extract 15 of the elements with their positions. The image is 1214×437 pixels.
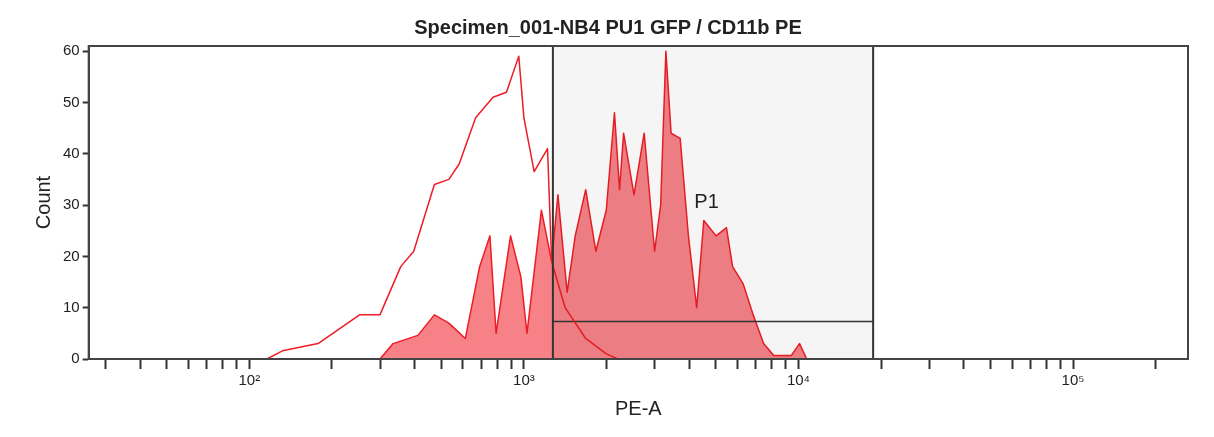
- y-tick-label: 10: [63, 297, 80, 315]
- y-tick-label: 0: [71, 349, 80, 367]
- y-tick-label: 20: [63, 246, 80, 264]
- x-tick-label: 10⁴: [786, 371, 811, 389]
- y-axis-title: Count: [31, 175, 54, 230]
- x-tick-label: 10³: [513, 371, 535, 389]
- y-tick-label: 30: [63, 195, 80, 213]
- band-label: P1: [694, 190, 719, 213]
- chart-title: Specimen_001-NB4 PU1 GFP / CD11b PE: [414, 15, 802, 38]
- x-tick-label: 10²: [238, 371, 261, 389]
- x-axis-title: PE-A: [615, 396, 663, 419]
- y-tick-label: 40: [63, 143, 80, 161]
- y-tick-label: 50: [63, 92, 80, 110]
- x-tick-label: 10⁵: [1061, 371, 1085, 389]
- y-tick-label: 60: [63, 41, 80, 59]
